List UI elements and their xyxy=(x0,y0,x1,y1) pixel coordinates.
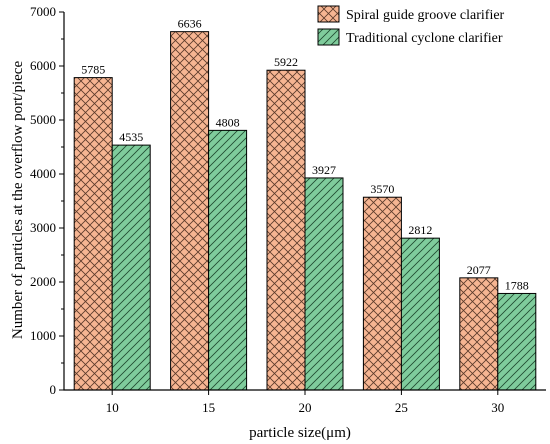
y-tick-label-7000: 7000 xyxy=(30,4,56,19)
legend-swatch-spiral xyxy=(317,5,340,23)
x-tick-label-10: 10 xyxy=(106,400,119,415)
data-label-spiral-10: 5785 xyxy=(81,63,105,77)
bar-spiral-30 xyxy=(459,277,499,391)
data-label-cyclone-20: 3927 xyxy=(312,163,336,177)
y-tick-label-5000: 5000 xyxy=(30,112,56,127)
legend-label-spiral: Spiral guide groove clarifier xyxy=(346,8,505,23)
y-tick-label-0: 0 xyxy=(50,382,57,397)
y-tick-label-4000: 4000 xyxy=(30,166,56,181)
data-label-cyclone-25: 2812 xyxy=(408,223,432,237)
bar-cyclone-30 xyxy=(497,292,537,391)
x-axis-title: particle size(μm) xyxy=(249,425,351,441)
y-tick-label-6000: 6000 xyxy=(30,58,56,73)
x-tick-label-25: 25 xyxy=(395,400,408,415)
data-label-spiral-30: 2077 xyxy=(467,263,491,277)
y-tick-label-1000: 1000 xyxy=(30,328,56,343)
bar-cyclone-10 xyxy=(111,144,151,391)
x-tick-label-20: 20 xyxy=(299,400,312,415)
bar-spiral-15 xyxy=(170,31,210,391)
x-tick-label-30: 30 xyxy=(491,400,504,415)
bar-cyclone-15 xyxy=(208,129,248,391)
bar-cyclone-25 xyxy=(400,237,440,391)
legend-label-cyclone: Traditional cyclone clarifier xyxy=(346,31,503,46)
bar-spiral-10 xyxy=(73,77,113,391)
x-tick-label-15: 15 xyxy=(202,400,215,415)
data-label-cyclone-10: 4535 xyxy=(119,130,143,144)
bar-spiral-20 xyxy=(266,69,306,391)
data-labels-layer: 5785 4535 6636 4808 5922 3927 3570 2812 2077 1788 xyxy=(81,17,529,293)
bar-cyclone-20 xyxy=(304,177,344,391)
data-label-spiral-15: 6636 xyxy=(178,17,202,31)
data-label-cyclone-15: 4808 xyxy=(216,115,240,129)
bar-spiral-25 xyxy=(362,196,402,391)
axes-layer: 0 1000 2000 3000 4000 5000 6000 7000 10 15 20 25 30 xyxy=(30,4,546,415)
data-label-cyclone-30: 1788 xyxy=(505,278,529,292)
y-tick-label-3000: 3000 xyxy=(30,220,56,235)
legend: Spiral guide groove clarifier Traditiona… xyxy=(317,5,505,46)
data-label-spiral-25: 3570 xyxy=(370,182,394,196)
bars-layer xyxy=(73,31,537,391)
data-label-spiral-20: 5922 xyxy=(274,55,298,69)
y-axis-title: Number of particles at the overflow port… xyxy=(10,61,26,340)
legend-swatch-cyclone xyxy=(317,28,340,46)
y-tick-label-2000: 2000 xyxy=(30,274,56,289)
